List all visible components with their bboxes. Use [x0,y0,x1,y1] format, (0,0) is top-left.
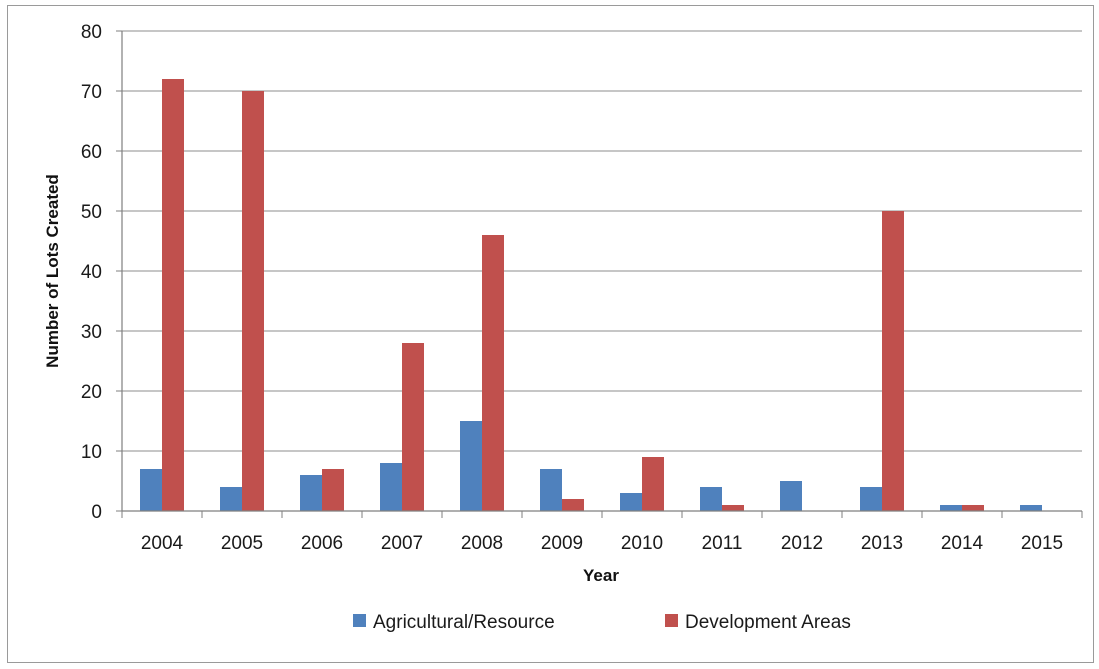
x-tick-label-2014: 2014 [941,533,984,554]
y-tick-label-0: 0 [91,502,102,523]
y-tick-label-70: 70 [81,82,102,103]
bar-agricultural-resource-2008 [460,421,482,511]
bar-development-areas-2009 [562,499,584,511]
bar-development-areas-2008 [482,235,504,511]
bar-agricultural-resource-2007 [380,463,402,511]
bar-development-areas-2010 [642,457,664,511]
axes [116,30,1083,518]
bar-agricultural-resource-2011 [700,487,722,511]
bar-development-areas-2014 [962,505,984,511]
bar-agricultural-resource-2010 [620,493,642,511]
x-axis-tick-labels: 2004 2005 2006 2007 2008 2009 2010 2011 2012 2013… [141,533,1063,554]
grid-lines [122,30,1082,452]
y-tick-label-30: 30 [81,322,102,343]
y-tick-label-10: 10 [81,442,102,463]
bar-agricultural-resource-2014 [940,505,962,511]
x-tick-label-2004: 2004 [141,533,184,554]
y-tick-label-80: 80 [81,22,102,43]
bar-development-areas-2007 [402,343,424,511]
legend-label-agricultural-resource: Agricultural/Resource [373,612,555,633]
y-axis-title: Number of Lots Created [43,174,62,368]
x-axis-title: Year [583,566,619,585]
chart-frame [7,5,1094,663]
x-tick-label-2007: 2007 [381,533,423,554]
bar-development-areas-2013 [882,211,904,511]
y-tick-label-20: 20 [81,382,102,403]
y-tick-label-60: 60 [81,142,102,163]
bar-development-areas-2005 [242,91,264,511]
y-tick-label-50: 50 [81,202,102,223]
bar-agricultural-resource-2013 [860,487,882,511]
y-tick-label-40: 40 [81,262,102,283]
x-tick-label-2006: 2006 [301,533,343,554]
bars [140,79,1042,511]
bar-development-areas-2006 [322,469,344,511]
x-tick-label-2011: 2011 [702,533,743,554]
legend-swatch-development-areas [665,614,678,627]
x-tick-label-2015: 2015 [1021,533,1063,554]
bar-development-areas-2004 [162,79,184,511]
bar-agricultural-resource-2015 [1020,505,1042,511]
legend-swatch-agricultural-resource [353,614,366,627]
bar-agricultural-resource-2004 [140,469,162,511]
x-tick-label-2013: 2013 [861,533,903,554]
legend-label-development-areas: Development Areas [685,612,851,633]
x-tick-label-2010: 2010 [621,533,663,554]
bar-development-areas-2011 [722,505,744,511]
bar-agricultural-resource-2006 [300,475,322,511]
bar-agricultural-resource-2012 [780,481,802,511]
legend: Agricultural/Resource Development Areas [353,612,851,633]
x-tick-label-2005: 2005 [221,533,263,554]
bar-agricultural-resource-2005 [220,487,242,511]
x-tick-label-2012: 2012 [781,533,823,554]
x-tick-label-2009: 2009 [541,533,583,554]
y-axis-tick-labels: 0 10 20 30 40 50 60 70 80 [81,22,102,523]
x-tick-label-2008: 2008 [461,533,503,554]
bar-agricultural-resource-2009 [540,469,562,511]
